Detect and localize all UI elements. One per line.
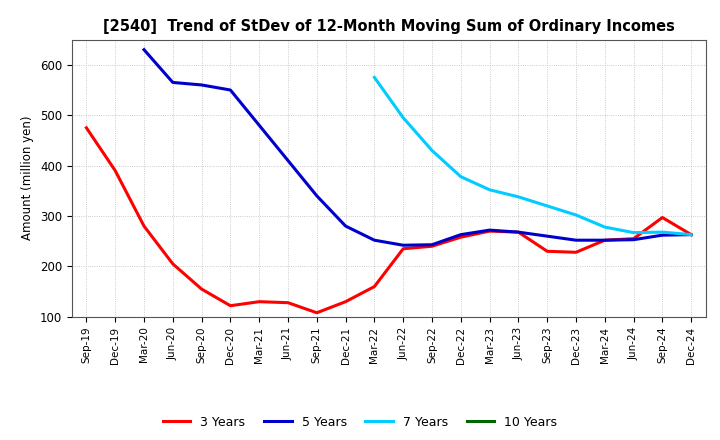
5 Years: [341, 224, 350, 229]
3 Years: [600, 238, 609, 243]
7 Years: [543, 203, 552, 209]
5 Years: [370, 238, 379, 243]
3 Years: [456, 235, 465, 240]
5 Years: [284, 158, 292, 163]
7 Years: [629, 230, 638, 235]
Line: 5 Years: 5 Years: [144, 50, 691, 245]
5 Years: [687, 232, 696, 237]
5 Years: [629, 237, 638, 242]
3 Years: [687, 232, 696, 237]
3 Years: [197, 286, 206, 292]
3 Years: [428, 244, 436, 249]
3 Years: [572, 249, 580, 255]
3 Years: [140, 224, 148, 229]
5 Years: [312, 193, 321, 198]
7 Years: [428, 148, 436, 153]
3 Years: [370, 284, 379, 289]
7 Years: [572, 213, 580, 218]
5 Years: [485, 227, 494, 233]
3 Years: [284, 300, 292, 305]
5 Years: [456, 232, 465, 237]
5 Years: [600, 238, 609, 243]
5 Years: [197, 82, 206, 88]
5 Years: [658, 232, 667, 238]
5 Years: [514, 230, 523, 235]
7 Years: [399, 115, 408, 121]
5 Years: [428, 242, 436, 247]
3 Years: [82, 125, 91, 130]
3 Years: [514, 230, 523, 235]
5 Years: [255, 123, 264, 128]
5 Years: [572, 238, 580, 243]
5 Years: [168, 80, 177, 85]
7 Years: [600, 224, 609, 230]
3 Years: [658, 215, 667, 220]
3 Years: [168, 261, 177, 267]
Y-axis label: Amount (million yen): Amount (million yen): [22, 116, 35, 240]
3 Years: [226, 303, 235, 308]
7 Years: [370, 75, 379, 80]
7 Years: [456, 174, 465, 180]
7 Years: [658, 230, 667, 235]
Line: 7 Years: 7 Years: [374, 77, 691, 235]
5 Years: [399, 242, 408, 248]
3 Years: [543, 249, 552, 254]
3 Years: [399, 246, 408, 251]
Legend: 3 Years, 5 Years, 7 Years, 10 Years: 3 Years, 5 Years, 7 Years, 10 Years: [158, 411, 562, 434]
3 Years: [341, 299, 350, 304]
5 Years: [140, 47, 148, 52]
7 Years: [514, 194, 523, 199]
3 Years: [111, 168, 120, 173]
Line: 3 Years: 3 Years: [86, 128, 691, 313]
3 Years: [629, 236, 638, 241]
Title: [2540]  Trend of StDev of 12-Month Moving Sum of Ordinary Incomes: [2540] Trend of StDev of 12-Month Moving…: [103, 19, 675, 34]
5 Years: [543, 234, 552, 239]
7 Years: [687, 232, 696, 237]
3 Years: [485, 228, 494, 234]
3 Years: [255, 299, 264, 304]
3 Years: [312, 310, 321, 315]
5 Years: [226, 88, 235, 93]
7 Years: [485, 187, 494, 192]
